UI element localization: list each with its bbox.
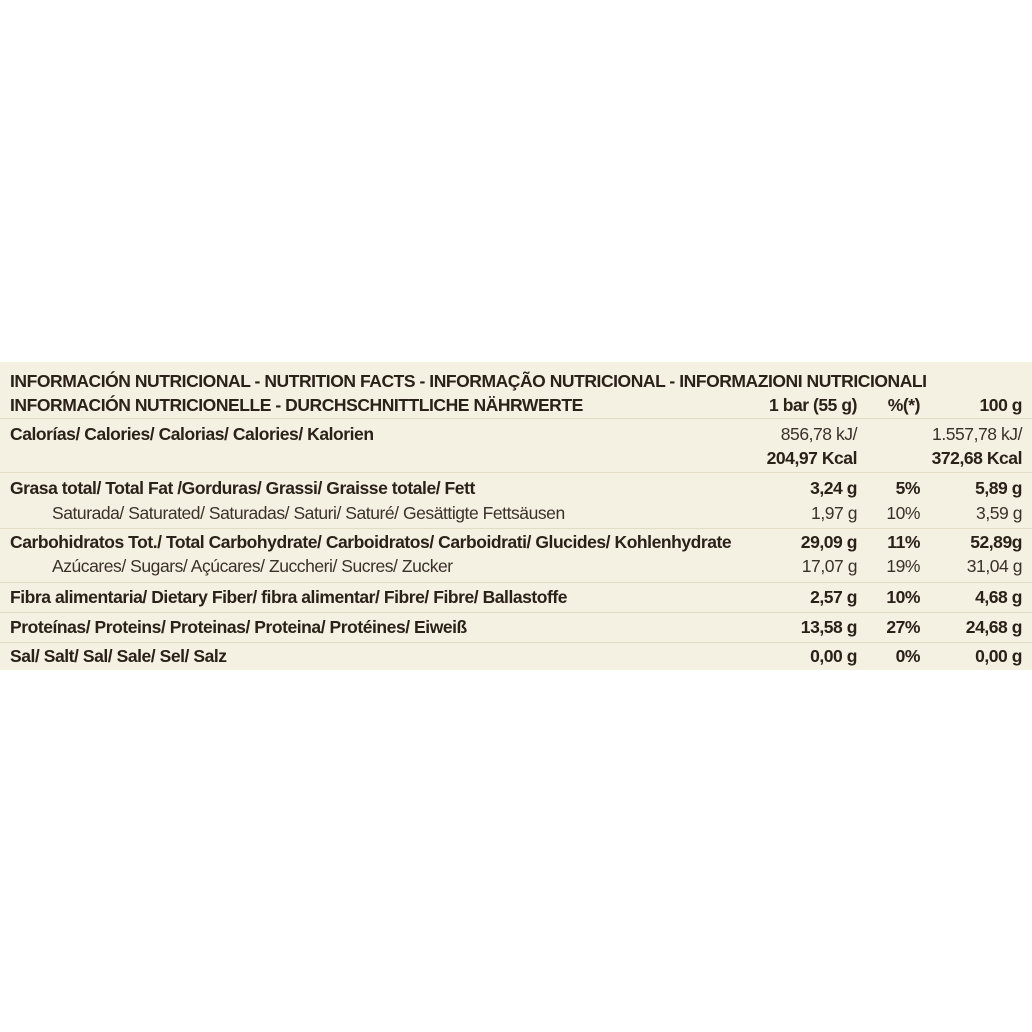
row-100g-salt: 0,00 g <box>975 646 1022 666</box>
divider <box>0 528 1032 529</box>
row-percent-fat: 5% <box>895 478 921 498</box>
row-percent-sugars: 19% <box>886 556 920 576</box>
divider <box>0 642 1032 643</box>
row-serving-protein: 13,58 g <box>800 617 858 637</box>
row-percent-protein: 27% <box>886 617 920 637</box>
row-100g-fat: 5,89 g <box>975 478 1022 498</box>
col-header-percent: %(*) <box>887 395 921 415</box>
row-serving-carbohydrate: 29,09 g <box>800 532 858 552</box>
calories-100g-kcal: 372,68 Kcal <box>931 448 1023 468</box>
row-serving-fat: 3,24 g <box>810 478 857 498</box>
calories-label: Calorías/ Calories/ Calorias/ Calories/ … <box>10 424 374 444</box>
row-serving-sugars: 17,07 g <box>801 556 858 576</box>
row-label-sugars: Azúcares/ Sugars/ Açúcares/ Zuccheri/ Su… <box>52 556 453 576</box>
divider <box>0 582 1032 583</box>
row-percent-salt: 0% <box>895 646 921 666</box>
row-100g-carbohydrate: 52,89g <box>970 532 1022 552</box>
col-header-serving: 1 bar (55 g) <box>769 395 857 415</box>
row-serving-saturated: 1,97 g <box>811 503 857 523</box>
divider <box>0 472 1032 473</box>
nutrition-table: INFORMACIÓN NUTRICIONAL - NUTRITION FACT… <box>0 362 1032 670</box>
divider <box>0 612 1032 613</box>
row-label-carbohydrate: Carbohidratos Tot./ Total Carbohydrate/ … <box>10 532 732 552</box>
row-label-fiber: Fibra alimentaria/ Dietary Fiber/ fibra … <box>10 587 568 607</box>
row-100g-sugars: 31,04 g <box>966 556 1023 576</box>
row-100g-fiber: 4,68 g <box>975 587 1022 607</box>
calories-100g-kj: 1.557,78 kJ/ <box>932 424 1022 444</box>
title-line-1: INFORMACIÓN NUTRICIONAL - NUTRITION FACT… <box>10 371 927 391</box>
row-serving-salt: 0,00 g <box>810 646 857 666</box>
row-percent-carbohydrate: 11% <box>887 532 920 552</box>
row-label-saturated: Saturada/ Saturated/ Saturadas/ Saturi/ … <box>52 503 565 523</box>
title-line-2: INFORMACIÓN NUTRICIONELLE - DURCHSCHNITT… <box>10 395 583 415</box>
row-100g-saturated: 3,59 g <box>976 503 1022 523</box>
calories-serving-kj: 856,78 kJ/ <box>780 424 858 444</box>
row-serving-fiber: 2,57 g <box>810 587 857 607</box>
row-label-salt: Sal/ Salt/ Sal/ Sale/ Sel/ Salz <box>10 646 227 666</box>
row-percent-saturated: 10% <box>886 503 920 523</box>
calories-serving-kcal: 204,97 Kcal <box>766 448 858 468</box>
row-percent-fiber: 10% <box>886 587 920 607</box>
col-header-100g: 100 g <box>979 395 1023 415</box>
row-100g-protein: 24,68 g <box>965 617 1023 637</box>
row-label-fat: Grasa total/ Total Fat /Gorduras/ Grassi… <box>10 478 475 498</box>
divider <box>0 418 1032 419</box>
row-label-protein: Proteínas/ Proteins/ Proteinas/ Proteina… <box>10 617 467 637</box>
